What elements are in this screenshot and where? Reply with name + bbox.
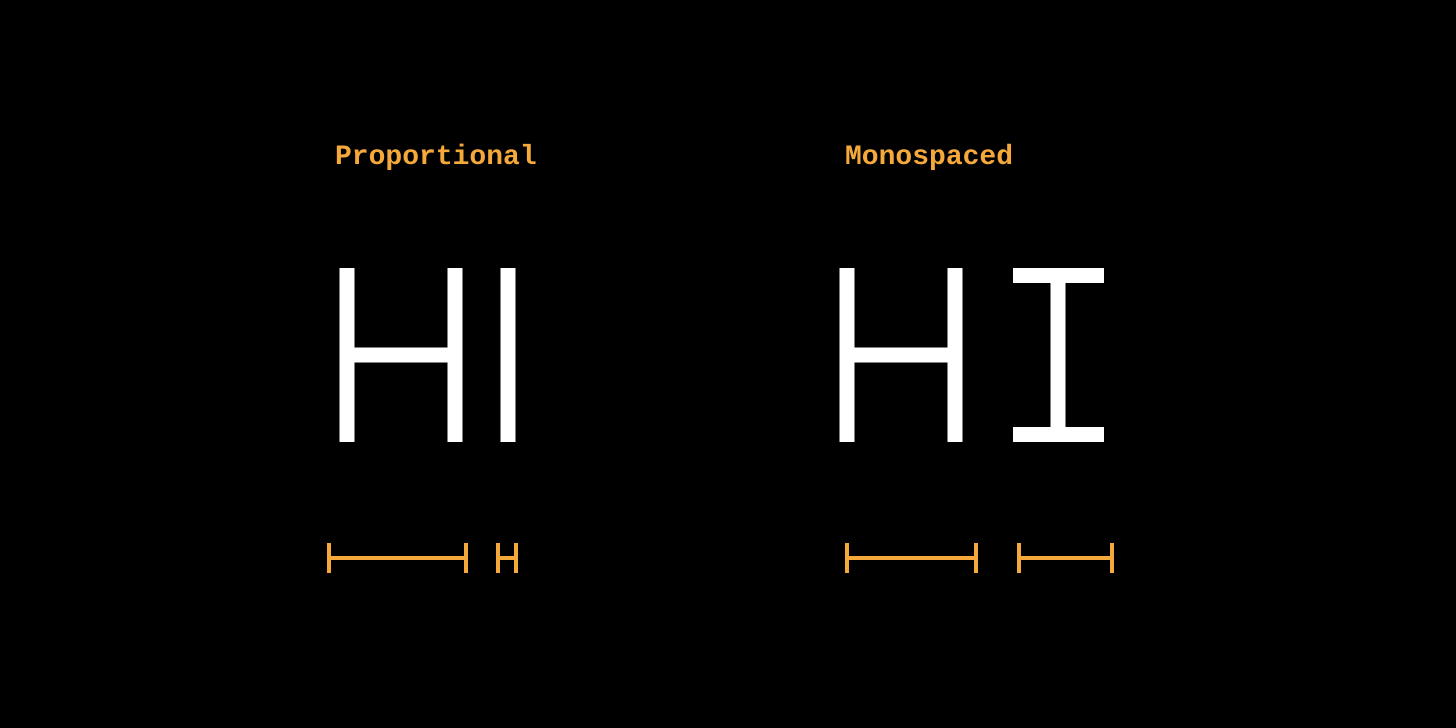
measure-monospaced-i — [1019, 543, 1112, 573]
glyph-monospaced-i — [1013, 268, 1104, 442]
glyph-monospaced-h — [847, 268, 955, 442]
diagram-stage: Proportional Monospaced — [0, 0, 1456, 728]
glyph-proportional-h — [347, 268, 455, 442]
measure-proportional-h — [329, 543, 466, 573]
measure-monospaced-h — [847, 543, 976, 573]
measure-proportional-i — [498, 543, 516, 573]
glyph-diagram-svg — [0, 0, 1456, 728]
